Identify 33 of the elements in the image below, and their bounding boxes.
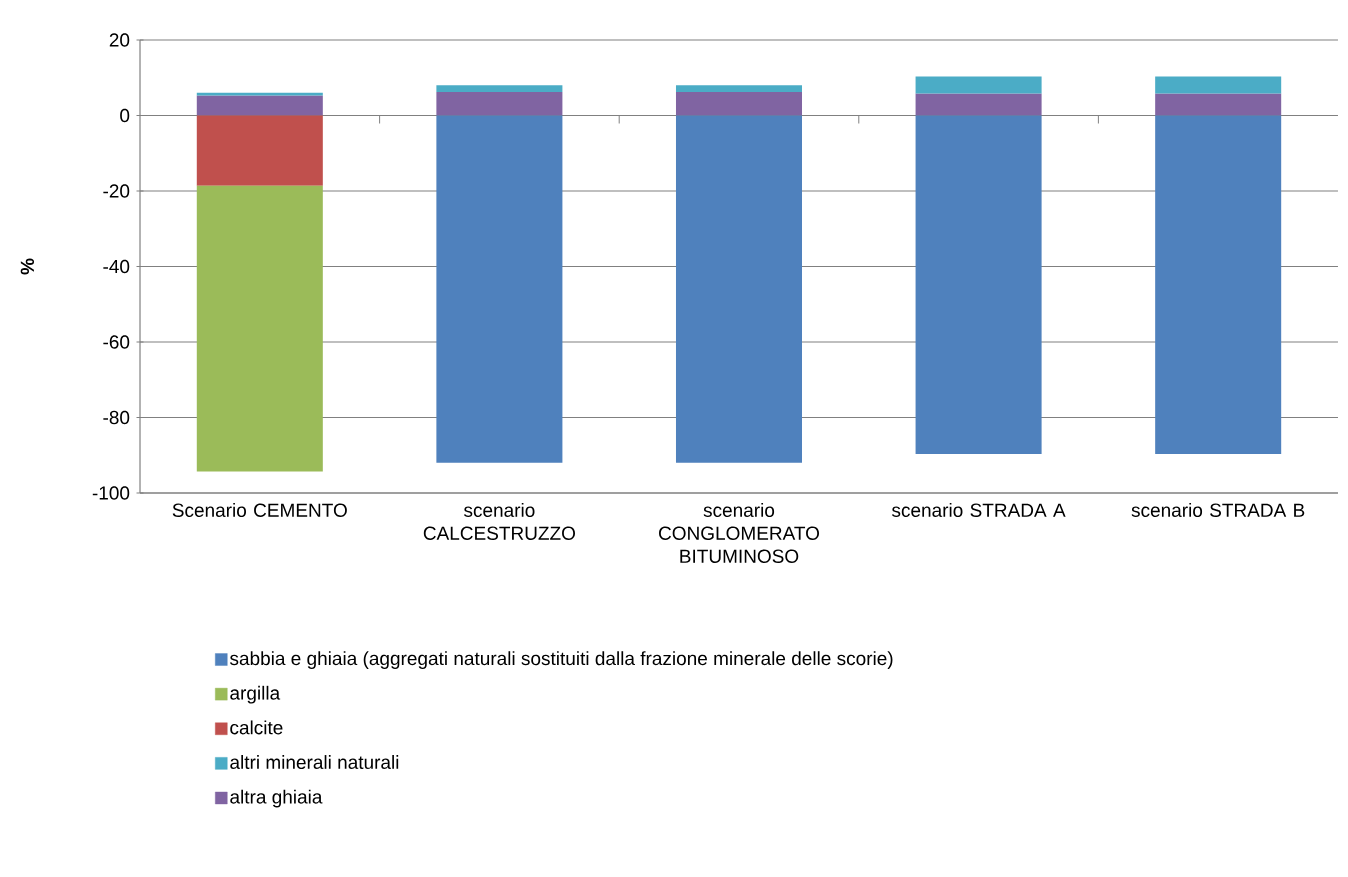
bar bbox=[196, 115, 323, 186]
x-tick-label: Scenario CEMENTO bbox=[172, 503, 347, 517]
bar bbox=[675, 115, 802, 463]
legend-label: altri minerali naturali bbox=[230, 755, 399, 770]
legend-label: altra ghiaia bbox=[230, 789, 323, 808]
bar bbox=[915, 115, 1042, 455]
bar bbox=[436, 115, 563, 463]
bar bbox=[196, 185, 323, 472]
y-tick-label: -20 bbox=[103, 184, 130, 198]
bar bbox=[436, 92, 563, 116]
bar bbox=[675, 85, 802, 93]
bar bbox=[675, 92, 802, 116]
legend-label: calcite bbox=[230, 720, 283, 735]
x-tick-label: scenario CALCESTRUZZO bbox=[423, 503, 576, 540]
x-tick-label: scenario STRADA B bbox=[1131, 503, 1305, 517]
y-tick-label: 20 bbox=[109, 33, 130, 47]
y-tick-label: 0 bbox=[120, 108, 130, 123]
y-tick-label: -40 bbox=[103, 259, 130, 274]
bar bbox=[196, 95, 323, 116]
y-axis-title: % bbox=[20, 258, 35, 275]
x-tick-label: scenario STRADA A bbox=[892, 503, 1066, 517]
bar bbox=[915, 76, 1042, 94]
bar bbox=[1155, 115, 1282, 455]
y-tick-label: -100 bbox=[92, 486, 130, 500]
legend-label: sabbia e ghiaia (aggregati naturali sostituiti dalla frazione minerale delle scorie) bbox=[230, 651, 893, 669]
y-tick-label: -60 bbox=[103, 335, 130, 349]
bar bbox=[436, 85, 563, 93]
y-tick-label: -80 bbox=[103, 410, 130, 425]
legend-label: argilla bbox=[230, 685, 281, 704]
x-tick-label: scenario CONGLOMERATO BITUMINOSO bbox=[659, 503, 820, 563]
bar bbox=[1155, 93, 1282, 116]
bar bbox=[915, 93, 1042, 116]
bar bbox=[1155, 76, 1282, 94]
